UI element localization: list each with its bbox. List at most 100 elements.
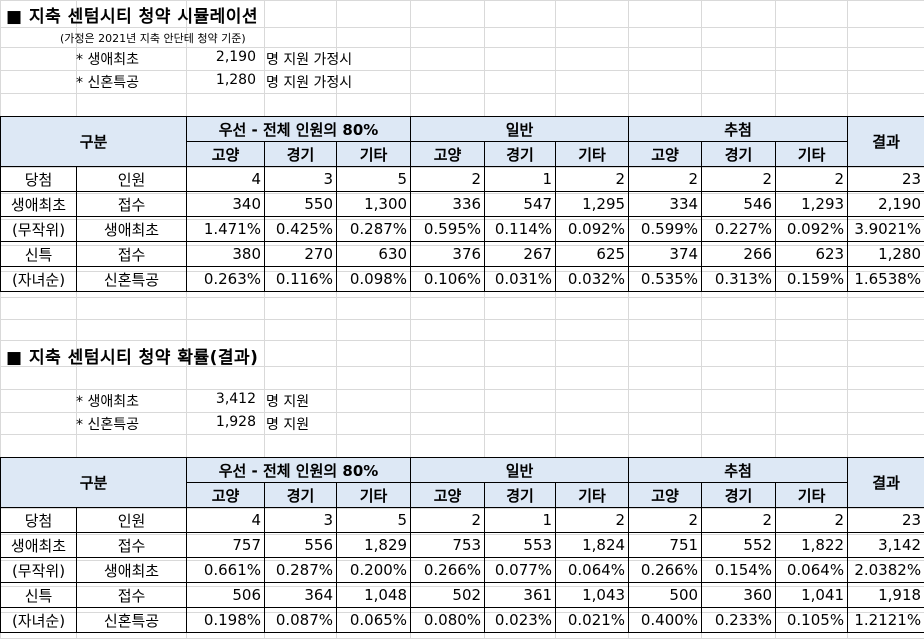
table-cell[interactable]: 0.287%: [336, 216, 412, 242]
table-cell[interactable]: 340: [186, 191, 266, 217]
table-cell[interactable]: 2: [701, 507, 777, 533]
row-label[interactable]: (자녀순): [0, 607, 77, 633]
table-cell[interactable]: 1: [484, 166, 557, 192]
result-cell[interactable]: 23: [847, 166, 924, 192]
assumption-value[interactable]: 1,280: [215, 72, 256, 88]
table-cell[interactable]: 0.425%: [264, 216, 338, 242]
header-group[interactable]: 일반: [410, 457, 630, 483]
table-cell[interactable]: 0.198%: [186, 607, 266, 633]
table-cell[interactable]: 0.200%: [336, 557, 412, 583]
row-label[interactable]: (자녀순): [0, 266, 77, 292]
header-region[interactable]: 기타: [336, 141, 412, 167]
table-cell[interactable]: 2: [555, 166, 630, 192]
table-cell[interactable]: 0.031%: [484, 266, 557, 292]
table-cell[interactable]: 0.400%: [628, 607, 703, 633]
table-cell[interactable]: 625: [555, 241, 630, 267]
header-region[interactable]: 고양: [628, 141, 703, 167]
table-cell[interactable]: 376: [410, 241, 486, 267]
header-region[interactable]: 기타: [555, 141, 630, 167]
table-cell[interactable]: 0.105%: [775, 607, 849, 633]
table-cell[interactable]: 270: [264, 241, 338, 267]
row-sublabel[interactable]: 접수: [75, 241, 188, 267]
table-cell[interactable]: 630: [336, 241, 412, 267]
table-cell[interactable]: 0.287%: [264, 557, 338, 583]
result-cell[interactable]: 1,918: [847, 582, 924, 608]
table-cell[interactable]: 0.092%: [775, 216, 849, 242]
header-region[interactable]: 경기: [264, 482, 338, 508]
table-cell[interactable]: 380: [186, 241, 266, 267]
row-label[interactable]: 신특: [0, 241, 77, 267]
table-cell[interactable]: 2: [701, 166, 777, 192]
row-sublabel[interactable]: 인원: [75, 507, 188, 533]
table-cell[interactable]: 4: [186, 507, 266, 533]
table-cell[interactable]: 0.266%: [410, 557, 486, 583]
header-group[interactable]: 우선 - 전체 인원의 80%: [186, 457, 412, 483]
header-region[interactable]: 고양: [628, 482, 703, 508]
row-label[interactable]: 생애최초: [0, 191, 77, 217]
table-cell[interactable]: 4: [186, 166, 266, 192]
table-cell[interactable]: 1,048: [336, 582, 412, 608]
table-cell[interactable]: 550: [264, 191, 338, 217]
table-cell[interactable]: 1,829: [336, 532, 412, 558]
header-region[interactable]: 고양: [186, 141, 266, 167]
table-cell[interactable]: 546: [701, 191, 777, 217]
table-cell[interactable]: 0.077%: [484, 557, 557, 583]
row-sublabel[interactable]: 신혼특공: [75, 266, 188, 292]
table-cell[interactable]: 0.065%: [336, 607, 412, 633]
row-label[interactable]: 생애최초: [0, 532, 77, 558]
header-region[interactable]: 고양: [186, 482, 266, 508]
table-cell[interactable]: 0.098%: [336, 266, 412, 292]
table-cell[interactable]: 0.599%: [628, 216, 703, 242]
table-cell[interactable]: 2: [628, 166, 703, 192]
table-cell[interactable]: 360: [701, 582, 777, 608]
table-cell[interactable]: 374: [628, 241, 703, 267]
header-region[interactable]: 고양: [410, 141, 486, 167]
table-cell[interactable]: 1,824: [555, 532, 630, 558]
result-cell[interactable]: 3.9021%: [847, 216, 924, 242]
table-cell[interactable]: 1,041: [775, 582, 849, 608]
row-label[interactable]: (무작위): [0, 557, 77, 583]
table-cell[interactable]: 361: [484, 582, 557, 608]
header-category[interactable]: 구분: [0, 457, 188, 508]
row-sublabel[interactable]: 접수: [75, 582, 188, 608]
table-cell[interactable]: 0.159%: [775, 266, 849, 292]
table-cell[interactable]: 1,043: [555, 582, 630, 608]
table-cell[interactable]: 2: [775, 166, 849, 192]
table-cell[interactable]: 5: [336, 507, 412, 533]
table-cell[interactable]: 267: [484, 241, 557, 267]
table-cell[interactable]: 757: [186, 532, 266, 558]
table-cell[interactable]: 2: [410, 166, 486, 192]
header-category[interactable]: 구분: [0, 116, 188, 167]
table-cell[interactable]: 0.021%: [555, 607, 630, 633]
table-cell[interactable]: 1.471%: [186, 216, 266, 242]
assumption-value[interactable]: 3,412: [215, 391, 256, 407]
table-cell[interactable]: 753: [410, 532, 486, 558]
header-group[interactable]: 추첨: [628, 457, 849, 483]
header-group[interactable]: 일반: [410, 116, 630, 142]
table-cell[interactable]: 336: [410, 191, 486, 217]
table-cell[interactable]: 1,293: [775, 191, 849, 217]
table-cell[interactable]: 0.092%: [555, 216, 630, 242]
table-cell[interactable]: 552: [701, 532, 777, 558]
row-label[interactable]: 신특: [0, 582, 77, 608]
result-cell[interactable]: 23: [847, 507, 924, 533]
row-label[interactable]: (무작위): [0, 216, 77, 242]
result-cell[interactable]: 1,280: [847, 241, 924, 267]
row-label[interactable]: 당첨: [0, 166, 77, 192]
row-label[interactable]: 당첨: [0, 507, 77, 533]
result-cell[interactable]: 2.0382%: [847, 557, 924, 583]
table-cell[interactable]: 0.064%: [555, 557, 630, 583]
header-region[interactable]: 기타: [555, 482, 630, 508]
table-cell[interactable]: 502: [410, 582, 486, 608]
table-cell[interactable]: 0.263%: [186, 266, 266, 292]
table-cell[interactable]: 500: [628, 582, 703, 608]
row-sublabel[interactable]: 접수: [75, 532, 188, 558]
header-region[interactable]: 고양: [410, 482, 486, 508]
table-cell[interactable]: 0.116%: [264, 266, 338, 292]
table-cell[interactable]: 1: [484, 507, 557, 533]
table-cell[interactable]: 2: [628, 507, 703, 533]
table-cell[interactable]: 3: [264, 507, 338, 533]
table-cell[interactable]: 334: [628, 191, 703, 217]
assumption-value[interactable]: 1,928: [215, 414, 256, 430]
header-region[interactable]: 기타: [775, 482, 849, 508]
